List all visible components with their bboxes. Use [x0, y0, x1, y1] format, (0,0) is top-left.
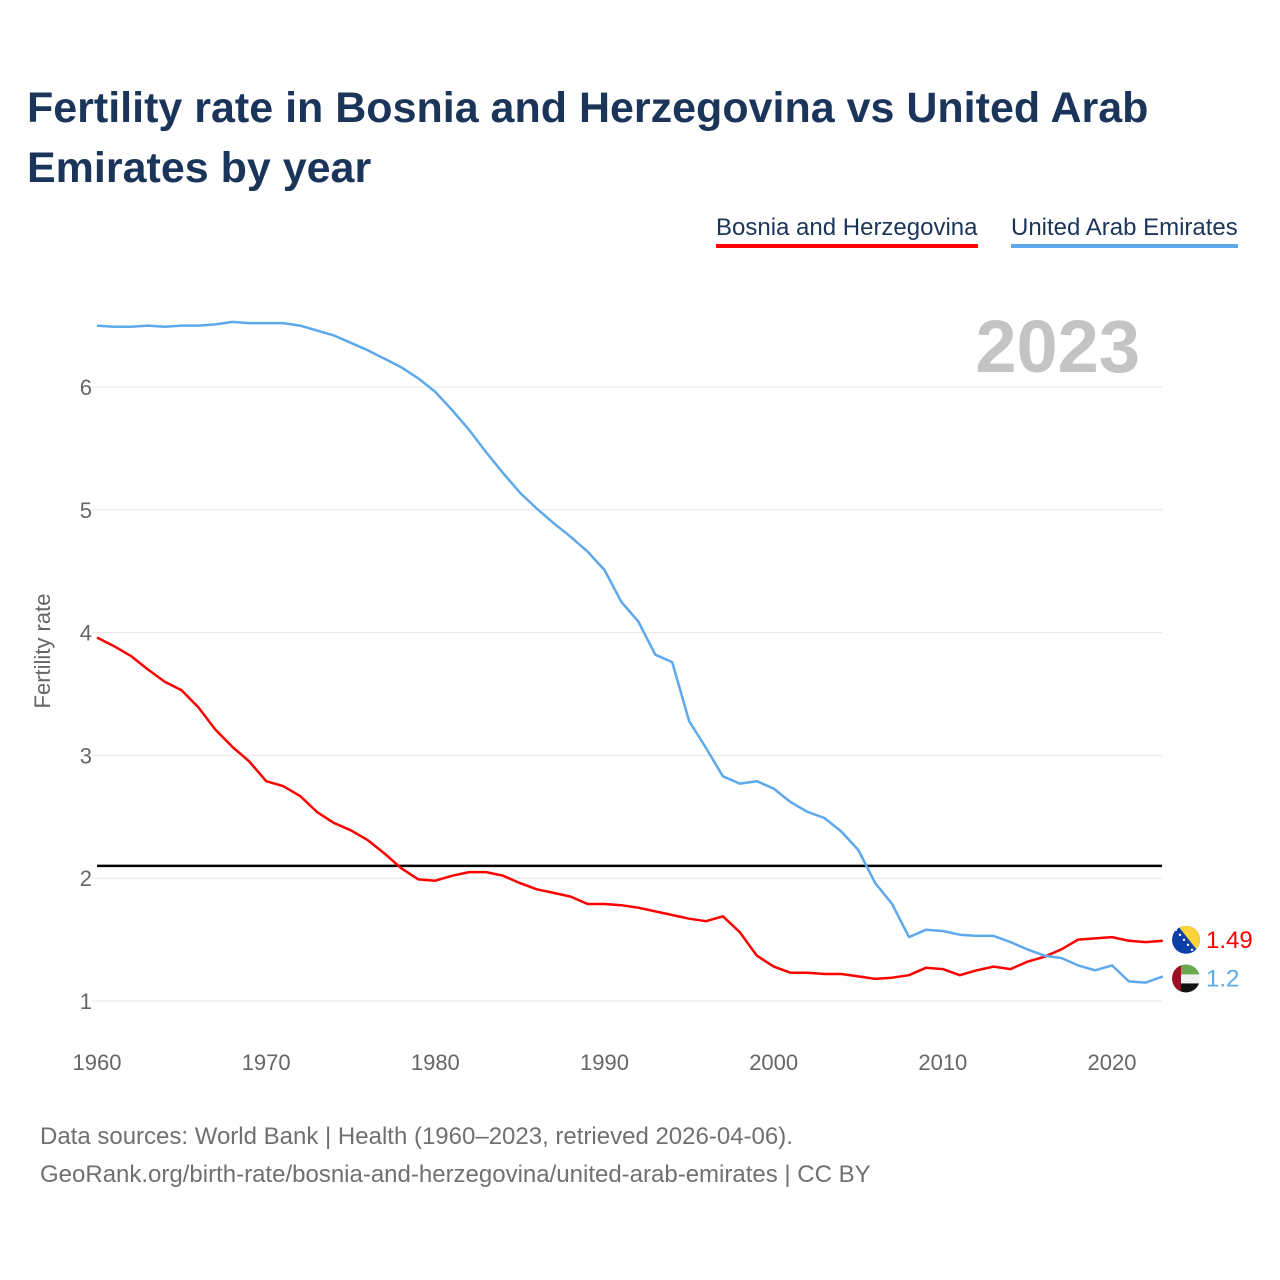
footer-link[interactable]: GeoRank.org/birth-rate/bosnia-and-herzeg… [40, 1161, 871, 1188]
legend-item-bosnia[interactable]: Bosnia and Herzegovina [716, 214, 978, 248]
series-line-uae [96, 320, 1164, 984]
flag-triangle [1178, 925, 1200, 954]
flag-black [1172, 983, 1200, 993]
flag-star [1186, 943, 1190, 947]
flag-white [1172, 974, 1200, 984]
flag-star [1178, 933, 1182, 937]
y-tick-label: 1 [80, 989, 92, 1014]
y-tick-label: 2 [80, 866, 92, 891]
year-watermark: 2023 [975, 305, 1140, 388]
flag-star [1174, 928, 1178, 932]
x-tick-label: 1990 [580, 1050, 629, 1075]
x-tick-label: 2000 [749, 1050, 798, 1075]
x-tick-label: 1960 [73, 1050, 122, 1075]
end-value-label: 1.49 [1206, 927, 1253, 954]
flag-red [1172, 964, 1181, 993]
y-tick-label: 5 [80, 498, 92, 523]
y-tick-label: 3 [80, 743, 92, 768]
x-tick-label: 2020 [1088, 1050, 1137, 1075]
y-tick-label: 6 [80, 375, 92, 400]
y-tick-label: 4 [80, 621, 92, 646]
flag-star [1190, 948, 1194, 952]
x-tick-label: 1980 [411, 1050, 460, 1075]
flag-green [1172, 964, 1200, 975]
x-tick-label: 2010 [918, 1050, 967, 1075]
y-axis-label: Fertility rate [30, 594, 55, 709]
series-line-bosnia [96, 636, 1163, 981]
chart-title: Fertility rate in Bosnia and Herzegovina… [27, 84, 1149, 192]
footer-source: Data sources: World Bank | Health (1960–… [40, 1123, 793, 1150]
flag-star [1182, 938, 1186, 942]
uae-flag-icon [1172, 964, 1200, 993]
footer: Data sources: World Bank | Health (1960–… [40, 1118, 871, 1194]
legend-item-uae[interactable]: United Arab Emirates [1011, 214, 1238, 248]
x-tick-label: 1970 [242, 1050, 291, 1075]
end-value-label: 1.2 [1206, 965, 1239, 992]
bosnia-flag-icon [1172, 925, 1200, 954]
